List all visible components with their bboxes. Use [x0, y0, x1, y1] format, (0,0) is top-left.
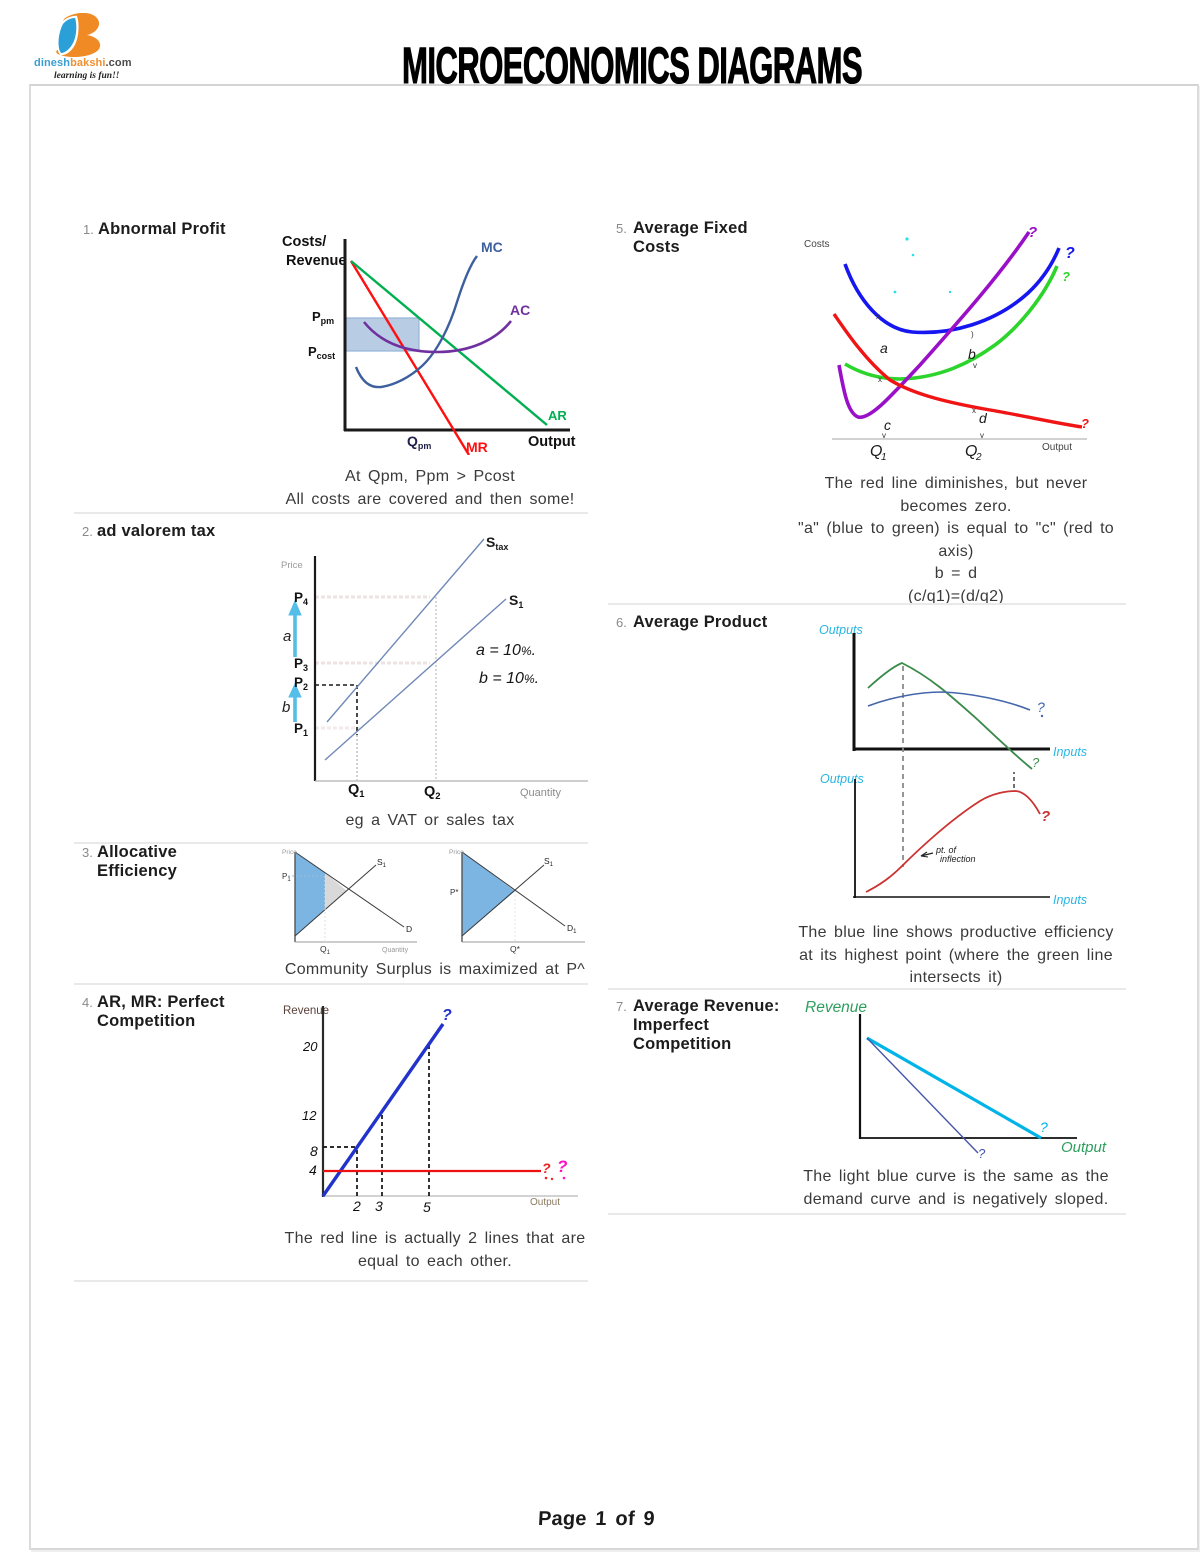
svg-text:Revenue: Revenue [286, 253, 346, 269]
svg-text:Quantity: Quantity [382, 947, 409, 954]
svg-text:a: a [880, 340, 888, 356]
svg-text:Costs/: Costs/ [282, 234, 326, 250]
svg-text:d: d [979, 410, 988, 426]
svg-text:D: D [406, 924, 412, 934]
svg-text:2: 2 [975, 452, 982, 460]
svg-text:?: ? [442, 1007, 452, 1024]
svg-text:?: ? [557, 1157, 568, 1176]
svg-text:3: 3 [375, 1198, 383, 1214]
svg-text:b = 10%.: b = 10%. [479, 670, 539, 687]
svg-text:?: ? [1065, 245, 1075, 262]
svg-text:5: 5 [423, 1199, 431, 1215]
svg-text:x: x [972, 406, 976, 415]
svg-text:Price: Price [281, 560, 303, 571]
svg-text:Pcost: Pcost [308, 344, 335, 361]
svg-text:P*: P* [450, 888, 458, 897]
svg-text:4: 4 [309, 1162, 317, 1178]
svg-text:8: 8 [310, 1143, 318, 1159]
svg-text:x: x [876, 312, 880, 321]
svg-text:Outputs: Outputs [820, 772, 864, 786]
svg-text:Q: Q [870, 443, 882, 460]
svg-text:MR: MR [466, 439, 488, 455]
svg-text:?: ? [978, 1146, 986, 1161]
svg-text:Output: Output [1042, 442, 1072, 453]
svg-text:AR: AR [548, 408, 567, 423]
svg-text:P2: P2 [294, 675, 308, 692]
svg-text:Revenue: Revenue [283, 1005, 329, 1017]
svg-text:MICROECONOMICS DIAGRAMS: MICROECONOMICS DIAGRAMS [402, 40, 862, 90]
svg-text:20: 20 [302, 1039, 318, 1054]
svg-text:2: 2 [352, 1198, 361, 1214]
svg-text:?: ? [1081, 416, 1089, 431]
svg-text:Outputs: Outputs [819, 623, 863, 637]
svg-text:MC: MC [481, 239, 503, 255]
svg-text:AC: AC [510, 302, 530, 318]
svg-text:c: c [884, 417, 891, 433]
svg-text:?: ? [542, 1160, 551, 1176]
svg-text:): ) [971, 330, 974, 339]
svg-text:a: a [283, 628, 291, 645]
svg-text:Q1: Q1 [320, 944, 331, 956]
svg-text:P1: P1 [282, 872, 291, 883]
svg-text:?: ? [1032, 755, 1040, 770]
svg-text:P3: P3 [294, 656, 308, 673]
svg-text:?: ? [1041, 808, 1050, 825]
svg-text:Price: Price [282, 849, 297, 856]
svg-text:P1: P1 [294, 721, 308, 738]
svg-text:Q*: Q* [510, 944, 521, 954]
svg-text:x: x [878, 375, 882, 384]
svg-text:a = 10%.: a = 10%. [476, 642, 536, 659]
svg-text:v: v [980, 431, 984, 440]
svg-text:b: b [968, 346, 976, 362]
svg-text:Output: Output [530, 1197, 560, 1208]
svg-text:Inputs: Inputs [1053, 893, 1087, 907]
svg-text:Q2: Q2 [424, 784, 441, 800]
svg-text:Q: Q [965, 443, 977, 460]
svg-text:Quantity: Quantity [520, 787, 561, 799]
svg-text:v: v [973, 361, 977, 370]
svg-text:D1: D1 [567, 923, 577, 935]
svg-text:Ppm: Ppm [312, 309, 334, 326]
svg-text:inflection: inflection [940, 854, 976, 864]
svg-text:Output: Output [1061, 1139, 1107, 1156]
svg-text:pt. of: pt. of [935, 845, 958, 855]
svg-text:1: 1 [881, 452, 887, 460]
svg-text:Q1: Q1 [348, 782, 365, 800]
svg-text:12: 12 [302, 1108, 317, 1123]
svg-text:Stax: Stax [486, 535, 508, 552]
svg-text:?: ? [1028, 225, 1037, 241]
svg-text:Revenue: Revenue [805, 999, 867, 1016]
svg-text:S1: S1 [544, 856, 554, 868]
svg-text:?: ? [1037, 699, 1045, 715]
svg-text:Output: Output [528, 434, 576, 450]
svg-text:?: ? [1040, 1119, 1048, 1135]
svg-text:Costs: Costs [804, 239, 830, 250]
svg-text:Qpm: Qpm [407, 433, 431, 451]
svg-text:P4: P4 [294, 590, 308, 607]
svg-text:?: ? [1062, 269, 1070, 284]
svg-text:b: b [282, 699, 290, 716]
svg-text:S1: S1 [509, 592, 523, 610]
svg-text:S1: S1 [377, 857, 387, 869]
svg-text:Inputs: Inputs [1053, 745, 1087, 759]
svg-text:Price: Price [449, 849, 464, 856]
svg-text:v: v [882, 431, 886, 440]
